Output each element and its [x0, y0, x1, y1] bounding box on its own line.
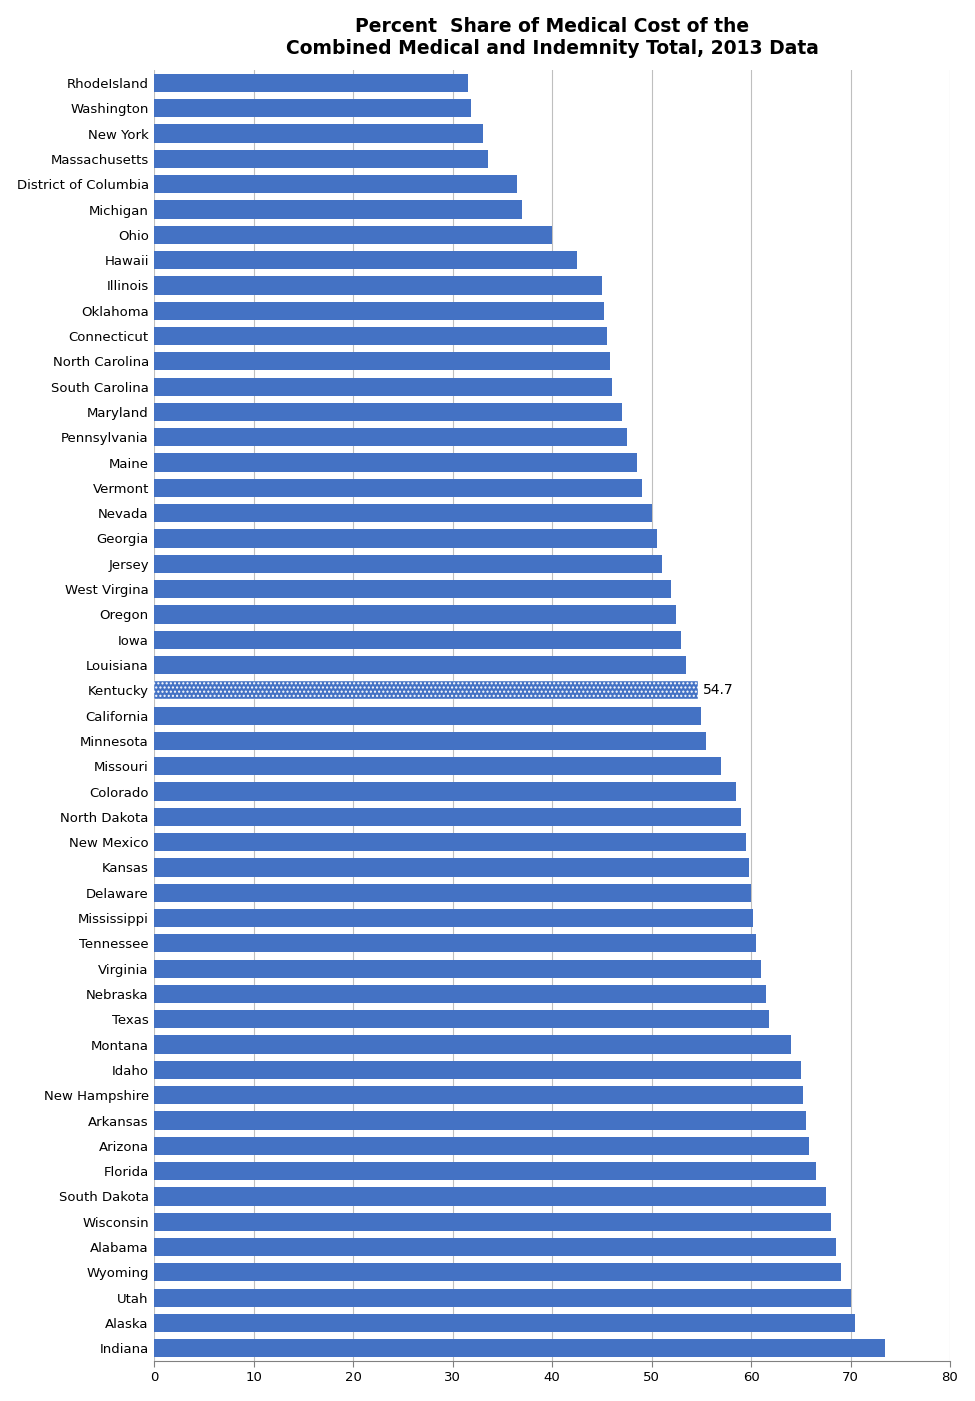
Bar [154, 934, 756, 953]
Bar [154, 960, 761, 978]
Bar [154, 454, 637, 472]
Bar [154, 706, 701, 724]
Bar [154, 226, 552, 244]
Text: 54.7: 54.7 [703, 684, 734, 698]
Bar [154, 1111, 805, 1129]
Bar [154, 1213, 831, 1231]
Bar [154, 1061, 800, 1079]
Bar [154, 782, 736, 800]
Bar [154, 1086, 802, 1104]
Bar [154, 1238, 836, 1257]
Bar [154, 656, 686, 674]
Bar [154, 1136, 808, 1154]
Bar [154, 403, 622, 422]
Bar [154, 377, 612, 395]
Bar [154, 1289, 850, 1307]
Bar [154, 175, 518, 193]
Bar [154, 605, 677, 623]
Bar [154, 251, 577, 269]
Bar [154, 479, 642, 497]
Bar [154, 429, 627, 447]
Bar [154, 630, 682, 649]
Bar [154, 985, 766, 1003]
Bar [154, 1035, 791, 1054]
Bar [154, 909, 753, 927]
Bar [154, 859, 749, 877]
Bar [154, 808, 741, 827]
Bar [154, 504, 651, 523]
Bar [154, 301, 604, 319]
Bar [154, 580, 672, 598]
Bar [154, 276, 602, 294]
Bar [154, 1314, 855, 1332]
Bar [154, 555, 662, 573]
Bar [154, 200, 523, 219]
Bar [154, 74, 468, 92]
Bar [154, 884, 751, 902]
Bar [154, 150, 488, 168]
Title: Percent  Share of Medical Cost of the
Combined Medical and Indemnity Total, 2013: Percent Share of Medical Cost of the Com… [286, 17, 819, 57]
Bar [154, 1161, 816, 1180]
Bar [154, 681, 698, 699]
Bar [154, 326, 606, 345]
Bar [154, 125, 483, 143]
Bar [154, 731, 706, 750]
Bar [154, 1187, 826, 1205]
Bar [154, 757, 722, 775]
Bar [154, 834, 746, 852]
Bar [154, 352, 609, 370]
Bar [154, 99, 471, 118]
Bar [154, 1010, 769, 1028]
Bar [154, 1264, 840, 1282]
Bar [154, 1339, 885, 1358]
Bar [154, 530, 656, 548]
